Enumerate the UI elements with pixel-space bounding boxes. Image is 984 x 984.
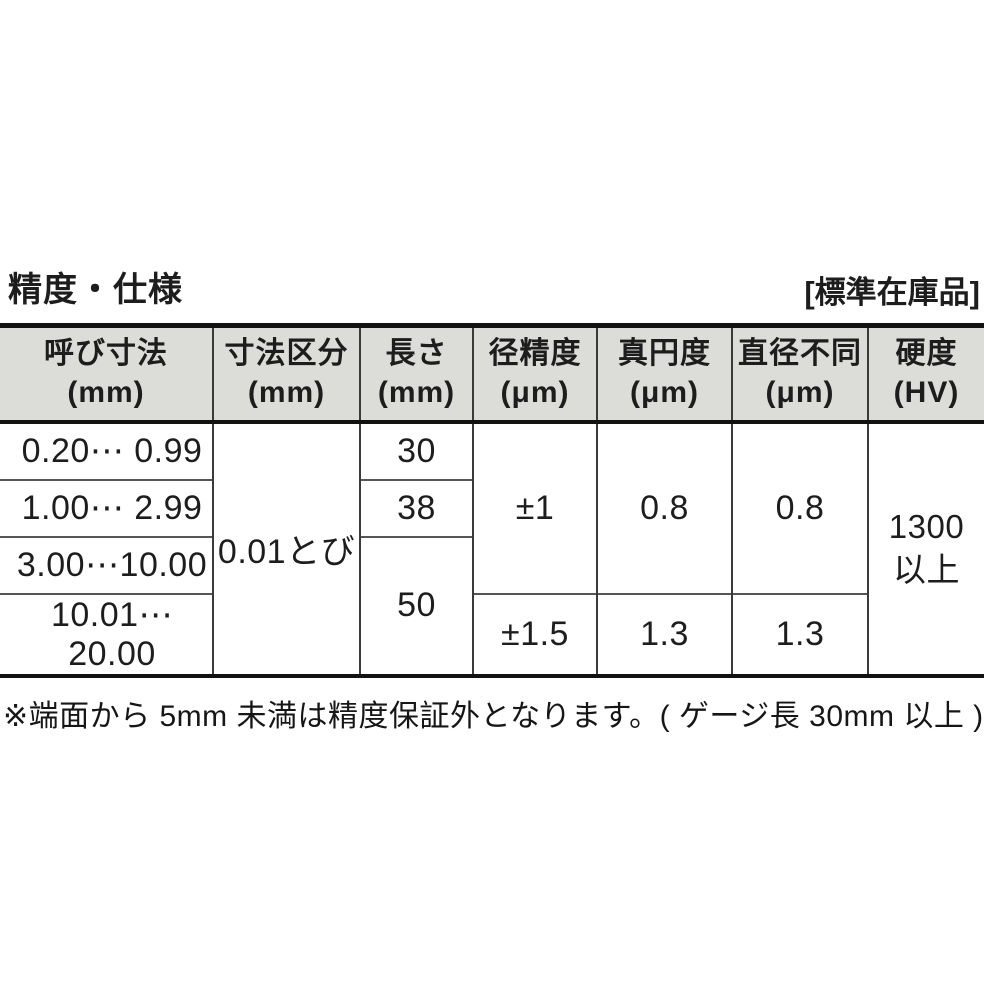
dia-accuracy-cell: ±1.5 (472, 592, 597, 676)
hardness-qualifier: 以上 (893, 550, 960, 588)
length-cell: 50 (359, 535, 473, 676)
header-row: 呼び寸法 (mm) 寸法区分 (mm) 長さ (mm) 径精度 (μm) 真円度 (0, 325, 984, 424)
hardness-cell: 1300 以上 (867, 421, 984, 676)
size-increment-cell: 0.01とび (212, 421, 360, 676)
table-row: 10.01⋯20.00 ±1.5 1.3 1.3 (0, 592, 984, 676)
table-row: 3.00⋯10.00 50 (0, 535, 984, 676)
roundness-cell: 1.3 (596, 592, 732, 676)
col-header-roundness: 真円度 (μm) (596, 325, 732, 424)
col-header-label: 寸法区分 (224, 337, 349, 371)
roundness-cell: 0.8 (596, 421, 732, 594)
length-cell: 30 (359, 421, 473, 480)
table-row: 0.20⋯ 0.99 0.01とび 30 ±1 0.8 0.8 1300 以上 (0, 421, 984, 676)
col-header-dia-variation: 直径不同 (μm) (731, 325, 868, 424)
hardness-value: 1300 (888, 507, 965, 545)
length-cell: 38 (359, 478, 473, 537)
col-header-label: 呼び寸法 (44, 337, 168, 371)
col-header-hardness: 硬度 (HV) (867, 325, 984, 424)
page-title: 精度・仕様 (8, 271, 183, 309)
footnote: ※端面から 5mm 未満は精度保証外となります。( ゲージ長 30mm 以上 ) (3, 699, 984, 733)
col-header-length: 長さ (mm) (359, 325, 473, 424)
dia-variation-cell: 1.3 (731, 592, 868, 676)
col-header-label: 径精度 (488, 337, 582, 371)
col-header-label: 直径不同 (738, 337, 862, 371)
col-header-size-increment: 寸法区分 (mm) (212, 325, 360, 424)
col-header-unit: (μm) (629, 375, 699, 409)
nominal-size-cell: 3.00⋯10.00 (0, 535, 213, 594)
col-header-label: 長さ (385, 337, 448, 371)
col-header-unit: (mm) (67, 375, 145, 409)
col-header-dia-accuracy: 径精度 (μm) (472, 325, 597, 424)
col-header-label: 硬度 (895, 337, 958, 371)
nominal-size-cell: 1.00⋯ 2.99 (0, 478, 213, 537)
col-header-unit: (HV) (893, 375, 960, 409)
table-row: 1.00⋯ 2.99 38 (0, 478, 984, 537)
col-header-nominal-size: 呼び寸法 (mm) (0, 325, 213, 424)
col-header-unit: (μm) (765, 375, 835, 409)
col-header-unit: (μm) (500, 375, 570, 409)
title-row: 精度・仕様 [標準在庫品] (0, 270, 984, 311)
col-header-label: 真円度 (618, 337, 711, 371)
nominal-size-cell: 0.20⋯ 0.99 (21, 432, 203, 471)
dia-variation-cell: 0.8 (731, 421, 868, 594)
col-header-unit: (mm) (377, 375, 456, 409)
spec-table: 呼び寸法 (mm) 寸法区分 (mm) 長さ (mm) 径精度 (μm) 真円度 (0, 322, 984, 678)
col-header-unit: (mm) (247, 375, 326, 409)
dia-accuracy-cell: ±1 (472, 421, 597, 594)
nominal-size-cell: 10.01⋯20.00 (0, 592, 213, 676)
stock-status-label: [標準在庫品] (804, 274, 980, 310)
